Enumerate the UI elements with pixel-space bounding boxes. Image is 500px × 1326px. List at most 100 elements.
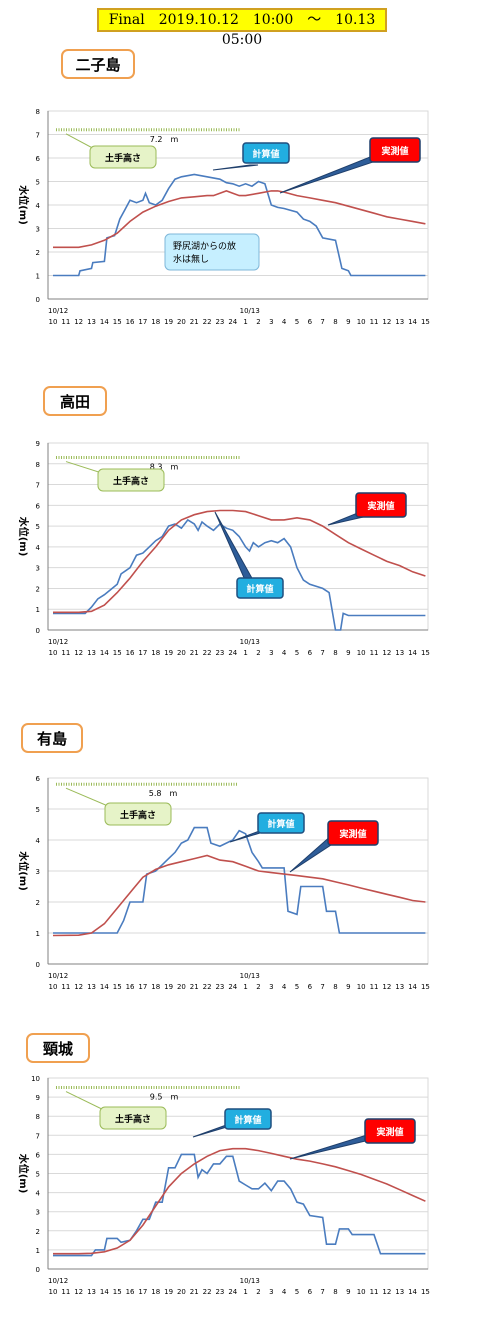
- measured-callout: [355, 492, 407, 518]
- y-tick-label: 5: [36, 523, 40, 531]
- measured-callout-label: 実測値: [381, 145, 408, 157]
- x-tick-label: 4: [282, 983, 287, 991]
- x-tick-label: 8: [333, 1288, 337, 1296]
- y-tick-label: 6: [36, 502, 41, 510]
- x-tick-label: 17: [138, 1288, 147, 1296]
- x-tick-label: 11: [61, 649, 70, 657]
- levee-callout: [99, 1106, 167, 1130]
- x-tick-label: 24: [228, 983, 237, 991]
- measured-callout-label: 実測値: [367, 500, 394, 512]
- x-tick-label: 11: [61, 318, 70, 326]
- x-tick-label: 6: [308, 1288, 313, 1296]
- x-tick-label: 8: [333, 983, 337, 991]
- x-tick-label: 14: [408, 1288, 417, 1296]
- title-box: [21, 723, 83, 753]
- measured-series-line: [53, 1147, 426, 1255]
- levee-callout: [89, 145, 157, 169]
- x-tick-label: 4: [282, 649, 287, 657]
- x-tick-label: 14: [100, 983, 109, 991]
- y-tick-label: 2: [36, 585, 40, 593]
- date-label: 10/13: [240, 307, 260, 315]
- x-tick-label: 16: [126, 649, 135, 657]
- x-tick-label: 17: [138, 649, 147, 657]
- y-tick-label: 2: [36, 1228, 40, 1236]
- x-tick-label: 22: [203, 649, 212, 657]
- levee-callout-label: 土手高さ: [105, 152, 141, 164]
- x-tick-label: 15: [421, 318, 430, 326]
- x-tick-label: 10: [49, 1288, 58, 1296]
- x-tick-label: 22: [203, 1288, 212, 1296]
- y-axis-label: 水位(m): [17, 850, 30, 891]
- computed-series-line: [53, 1153, 426, 1257]
- x-tick-label: 19: [164, 1288, 173, 1296]
- x-tick-label: 19: [164, 318, 173, 326]
- x-tick-label: 12: [74, 318, 83, 326]
- x-tick-label: 22: [203, 983, 212, 991]
- y-tick-label: 3: [36, 226, 40, 234]
- levee-callout-label: 土手高さ: [115, 1113, 151, 1125]
- chart-panel-futagojima: 二子島 0 1 2 3 4 5 6 7 8 水位(m) 10/12 10/13 10 11 12 13 14 15 1…: [0, 48, 500, 348]
- title-box: [61, 49, 135, 79]
- x-tick-label: 21: [190, 1288, 199, 1296]
- x-tick-label: 13: [395, 649, 404, 657]
- x-tick-label: 24: [228, 1288, 237, 1296]
- x-tick-label: 14: [100, 1288, 109, 1296]
- x-tick-label: 10: [357, 649, 366, 657]
- x-tick-label: 18: [151, 649, 160, 657]
- y-tick-label: 5: [36, 806, 40, 814]
- x-tick-label: 7: [320, 318, 324, 326]
- x-tick-label: 19: [164, 983, 173, 991]
- y-tick-label: 7: [36, 482, 40, 490]
- y-axis-label: 水位(m): [17, 516, 30, 557]
- y-tick-label: 1: [36, 273, 40, 281]
- x-tick-label: 19: [164, 649, 173, 657]
- note-box: [164, 233, 260, 271]
- x-tick-label: 12: [74, 1288, 83, 1296]
- computed-callout-pointer: [212, 164, 259, 171]
- x-tick-label: 1: [243, 1288, 247, 1296]
- note-text: 水は無し: [173, 253, 209, 265]
- y-tick-label: 6: [36, 155, 41, 163]
- x-tick-label: 21: [190, 649, 199, 657]
- x-tick-label: 18: [151, 1288, 160, 1296]
- y-tick-label: 4: [36, 1190, 41, 1198]
- measured-series-line: [52, 854, 426, 937]
- computed-callout-label: 計算値: [246, 583, 273, 595]
- x-tick-label: 9: [346, 318, 350, 326]
- date-label: 10/13: [240, 972, 260, 980]
- x-tick-label: 1: [243, 318, 247, 326]
- x-tick-label: 5: [295, 983, 299, 991]
- x-tick-label: 16: [126, 1288, 135, 1296]
- y-tick-label: 5: [36, 179, 40, 187]
- x-tick-label: 10: [49, 318, 58, 326]
- x-tick-label: 1: [243, 649, 247, 657]
- x-tick-label: 5: [295, 1288, 299, 1296]
- computed-callout-label: 計算値: [252, 148, 279, 160]
- x-tick-label: 10: [357, 318, 366, 326]
- x-tick-label: 18: [151, 983, 160, 991]
- x-tick-label: 12: [74, 983, 83, 991]
- x-tick-label: 20: [177, 318, 186, 326]
- x-tick-label: 8: [333, 649, 337, 657]
- computed-callout: [224, 1108, 272, 1130]
- x-tick-label: 23: [215, 1288, 224, 1296]
- x-tick-label: 7: [320, 983, 324, 991]
- x-tick-label: 16: [126, 983, 135, 991]
- x-tick-label: 23: [215, 318, 224, 326]
- date-label: 10/12: [48, 638, 68, 646]
- y-tick-label: 6: [36, 775, 41, 783]
- y-tick-label: 8: [36, 461, 40, 469]
- x-tick-label: 20: [177, 1288, 186, 1296]
- y-tick-label: 8: [36, 1113, 40, 1121]
- levee-callout: [97, 468, 165, 492]
- x-tick-label: 6: [308, 649, 313, 657]
- x-tick-label: 7: [320, 649, 324, 657]
- x-tick-label: 3: [269, 1288, 273, 1296]
- levee-value-label: 9.5 m: [150, 1093, 179, 1102]
- chart-panel-kubiki: 頸城 0 1 2 3 4 5 6 7 8 9 10 水位(m) 10/12 10/13 10 11 12 13 14 1…: [0, 1022, 500, 1322]
- computed-callout: [257, 812, 305, 834]
- y-tick-label: 1: [36, 1247, 40, 1255]
- x-tick-label: 3: [269, 649, 273, 657]
